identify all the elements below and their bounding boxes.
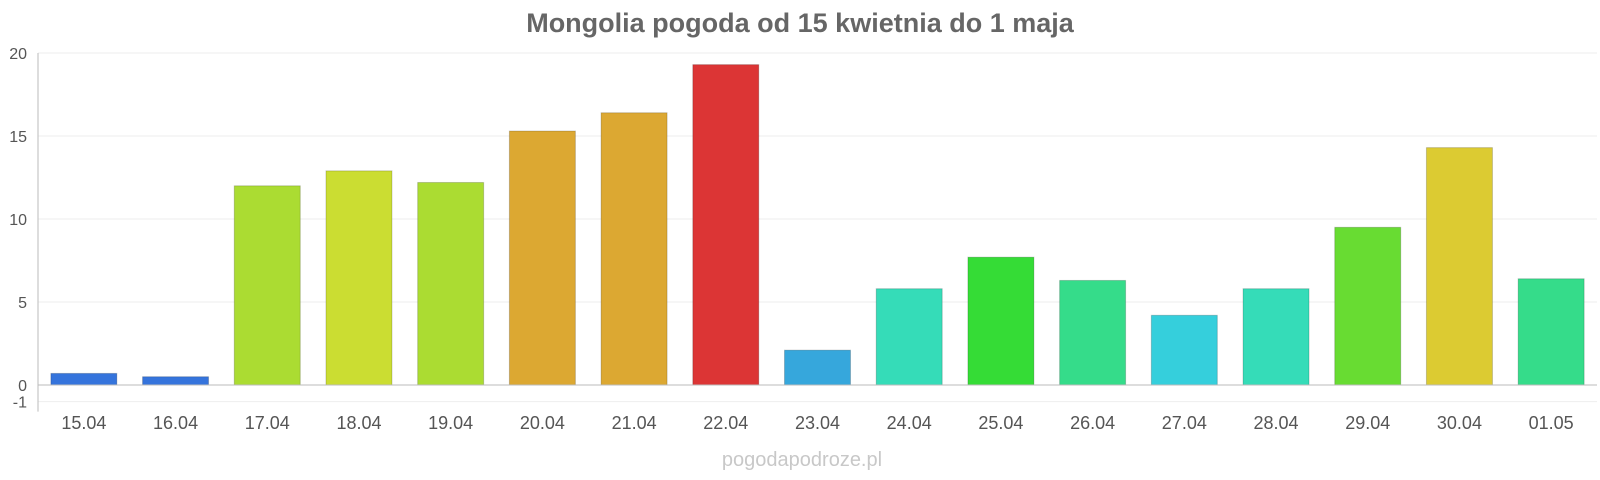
x-tick-label: 15.04 <box>61 413 106 433</box>
bar <box>1059 279 1127 386</box>
bar <box>600 112 668 386</box>
bar <box>508 130 576 386</box>
x-tick-label: 27.04 <box>1162 413 1207 433</box>
x-tick-label: 23.04 <box>795 413 840 433</box>
y-tick-label: 15 <box>9 129 27 146</box>
x-tick-label: 26.04 <box>1070 413 1115 433</box>
x-tick-label: 20.04 <box>520 413 565 433</box>
bar <box>1334 226 1402 386</box>
bar <box>692 64 760 386</box>
bar <box>1150 314 1218 386</box>
x-tick-label: 01.05 <box>1529 413 1574 433</box>
x-tick-label: 16.04 <box>153 413 198 433</box>
bar <box>784 349 851 386</box>
y-tick-label: 5 <box>18 295 27 312</box>
bar <box>875 288 943 386</box>
x-tick-label: 24.04 <box>887 413 932 433</box>
y-tick-label: 0 <box>18 378 27 395</box>
bar <box>967 256 1035 386</box>
x-tick-label: 25.04 <box>978 413 1023 433</box>
bar <box>417 181 485 386</box>
bar <box>1242 288 1310 386</box>
bar <box>1425 147 1493 386</box>
x-tick-label: 22.04 <box>703 413 748 433</box>
x-tick-label: 18.04 <box>336 413 381 433</box>
x-tick-label: 29.04 <box>1345 413 1390 433</box>
x-tick-label: 21.04 <box>612 413 657 433</box>
chart-title: Mongolia pogoda od 15 kwietnia do 1 maja <box>526 8 1075 38</box>
bar <box>233 185 301 386</box>
x-tick-label: 30.04 <box>1437 413 1482 433</box>
bar <box>1517 278 1585 386</box>
x-tick-label: 19.04 <box>428 413 473 433</box>
x-axis-ticks: 15.04 16.04 17.04 18.04 19.04 20.04 21.04 22.04… <box>61 413 1573 433</box>
bars <box>50 64 1585 386</box>
x-tick-label: 17.04 <box>245 413 290 433</box>
y-tick-label: 20 <box>9 46 27 63</box>
y-tick-label: 10 <box>9 212 27 229</box>
y-axis-ticks: -10 5 10 15 20 <box>9 46 27 412</box>
bar <box>50 372 118 386</box>
bar <box>325 170 393 386</box>
x-tick-label: 28.04 <box>1254 413 1299 433</box>
y-tick-label: -1 <box>13 395 27 412</box>
watermark-text: pogodapodroze.pl <box>722 449 882 471</box>
bar <box>142 376 210 386</box>
